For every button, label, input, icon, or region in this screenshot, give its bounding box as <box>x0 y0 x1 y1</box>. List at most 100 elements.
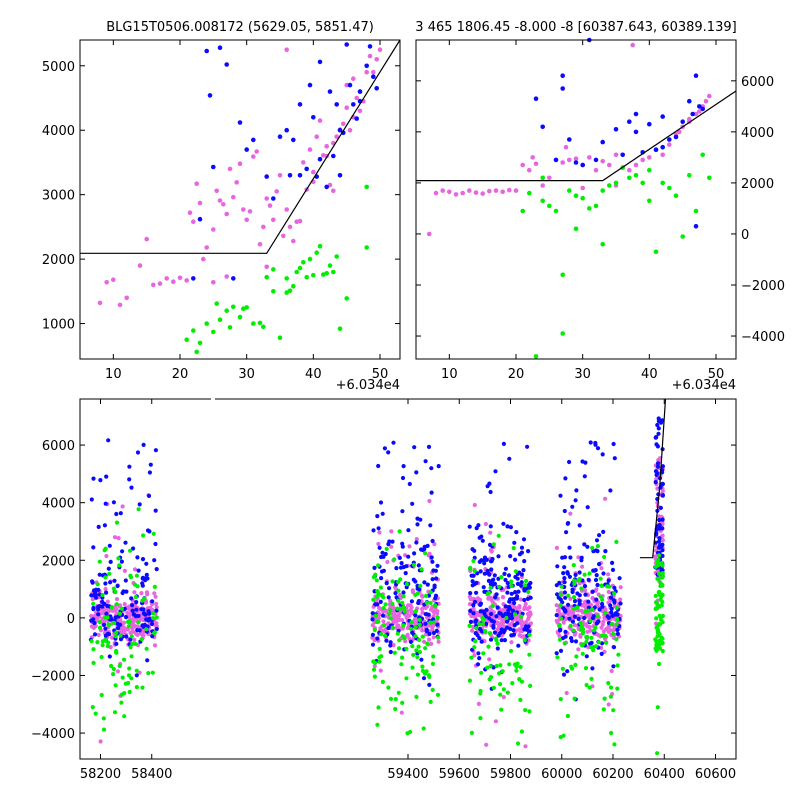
blue-data-point <box>527 629 532 634</box>
blue-data-point <box>89 497 94 502</box>
green-data-point <box>261 324 266 330</box>
blue-data-point <box>488 559 494 564</box>
green-data-point <box>150 670 155 675</box>
blue-data-point <box>89 593 94 598</box>
green-data-point <box>588 619 593 624</box>
green-data-point <box>396 690 401 695</box>
green-data-point <box>231 304 236 310</box>
green-data-point <box>507 662 512 667</box>
green-data-point <box>508 648 514 654</box>
green-data-point <box>612 591 617 596</box>
blue-data-point <box>119 559 124 564</box>
bottom-xtick-label: 60600 <box>695 767 736 782</box>
green-data-point <box>397 638 402 643</box>
magenta-data-point <box>707 93 712 99</box>
magenta-data-point <box>520 162 525 168</box>
green-data-point <box>377 659 382 664</box>
magenta-data-point <box>105 599 110 604</box>
green-data-point <box>91 647 96 652</box>
blue-data-point <box>570 619 576 624</box>
green-data-point <box>423 646 428 651</box>
blue-data-point <box>655 422 660 428</box>
green-data-point <box>640 180 645 186</box>
magenta-data-point <box>667 142 672 147</box>
green-data-point <box>264 274 270 280</box>
magenta-data-point <box>324 144 330 149</box>
blue-data-point <box>478 602 483 608</box>
green-data-point <box>614 605 619 611</box>
magenta-data-point <box>630 42 635 48</box>
blue-data-point <box>104 590 109 595</box>
blue-data-point <box>565 570 570 575</box>
blue-data-point <box>481 609 486 614</box>
green-data-point <box>656 557 661 562</box>
bottom-axes-frame <box>79 398 737 760</box>
blue-data-point <box>103 501 108 506</box>
blue-data-point <box>375 514 380 519</box>
green-data-point <box>587 206 592 211</box>
blue-data-point <box>435 622 440 627</box>
magenta-data-point <box>331 188 336 194</box>
blue-data-point <box>657 539 662 544</box>
green-data-point <box>111 666 116 672</box>
blue-data-point <box>433 596 438 601</box>
magenta-data-point <box>432 542 437 547</box>
green-data-point <box>371 667 377 672</box>
blue-data-point <box>386 542 391 547</box>
green-data-point <box>615 617 620 622</box>
blue-data-point <box>503 604 508 609</box>
green-data-point <box>657 642 662 647</box>
blue-data-point <box>408 639 413 645</box>
blue-data-point <box>505 581 510 586</box>
green-data-point <box>580 195 585 201</box>
green-data-point <box>580 627 586 632</box>
green-data-point <box>573 193 579 198</box>
blue-data-point <box>143 612 148 617</box>
green-data-point <box>559 584 564 589</box>
green-data-point <box>106 622 111 627</box>
magenta-data-point <box>485 611 490 616</box>
green-data-point <box>400 655 405 660</box>
green-data-point <box>559 616 564 621</box>
magenta-data-point <box>660 489 665 494</box>
green-data-point <box>509 584 514 589</box>
green-data-point <box>122 691 127 696</box>
blue-data-point <box>561 606 566 611</box>
blue-data-point <box>107 632 112 637</box>
blue-data-point <box>609 606 614 612</box>
magenta-data-point <box>372 664 377 669</box>
top-left-model-line <box>80 39 401 254</box>
blue-data-point <box>347 82 353 88</box>
blue-data-point <box>426 612 431 617</box>
blue-data-point <box>376 526 381 531</box>
green-data-point <box>572 696 577 701</box>
magenta-data-point <box>139 632 144 637</box>
magenta-data-point <box>507 622 512 628</box>
green-data-point <box>408 626 413 631</box>
blue-data-point <box>593 157 599 163</box>
blue-data-point <box>412 445 417 450</box>
green-data-point <box>109 605 114 610</box>
green-data-point <box>657 589 662 594</box>
blue-data-point <box>96 604 101 610</box>
top-right-offset-label: +6.034e4 <box>672 378 736 393</box>
blue-data-point <box>429 555 434 560</box>
blue-data-point <box>595 582 600 588</box>
blue-data-point <box>413 613 418 618</box>
magenta-data-point <box>347 127 353 133</box>
green-data-point <box>119 606 124 611</box>
green-data-point <box>382 623 387 628</box>
blue-data-point <box>429 466 434 471</box>
top-left-xtick-label: 50 <box>372 367 389 382</box>
magenta-data-point <box>98 739 103 744</box>
blue-data-point <box>594 621 600 626</box>
blue-data-point <box>127 477 132 482</box>
magenta-data-point <box>307 147 313 152</box>
green-data-point <box>566 593 571 598</box>
blue-data-point <box>560 555 565 560</box>
green-data-point <box>197 340 203 346</box>
green-data-point <box>405 731 410 736</box>
blue-data-point <box>475 662 481 667</box>
green-data-point <box>583 666 589 671</box>
blue-data-point <box>567 616 572 621</box>
